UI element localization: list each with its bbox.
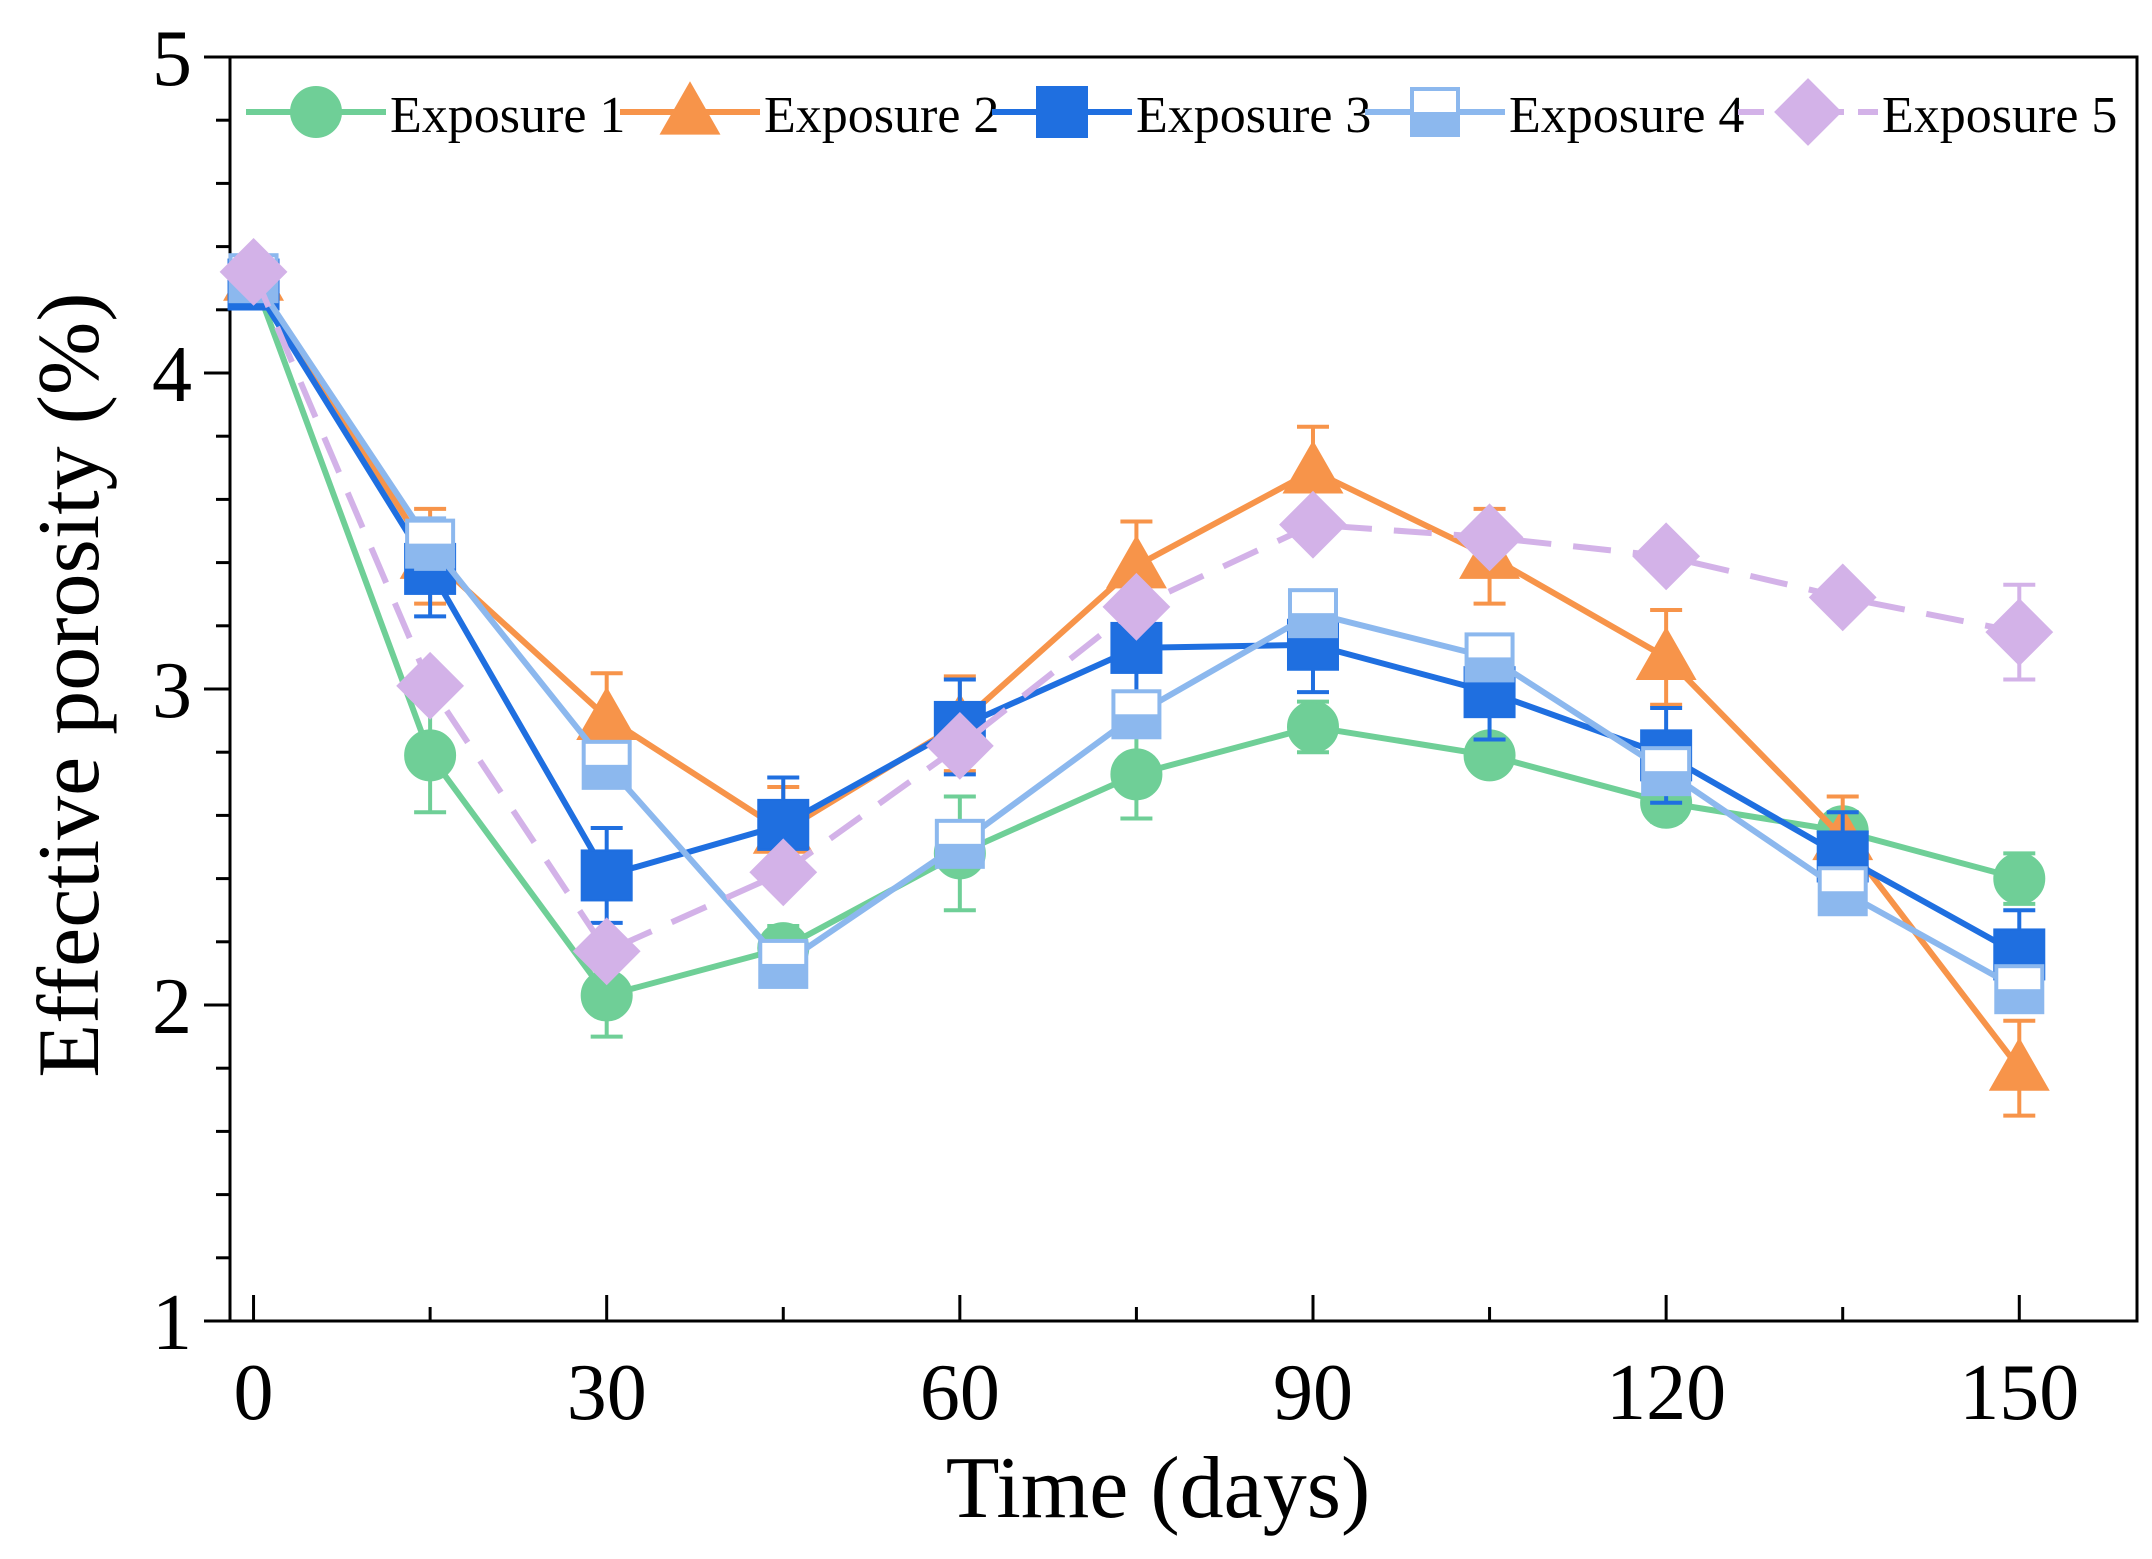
x-tick-label: 90 bbox=[1273, 1349, 1353, 1437]
data-point bbox=[1111, 689, 1162, 740]
marker-fill bbox=[1996, 989, 2043, 1013]
data-point bbox=[580, 849, 633, 902]
legend-item-2: Exposure 2 bbox=[620, 81, 999, 144]
legend-label: Exposure 1 bbox=[390, 87, 625, 144]
marker-fill bbox=[1819, 891, 1866, 915]
y-tick-label: 5 bbox=[152, 15, 192, 103]
data-point bbox=[1817, 866, 1868, 917]
x-tick-label: 60 bbox=[920, 1349, 1000, 1437]
legend-label: Exposure 3 bbox=[1136, 87, 1371, 144]
x-axis-title: Time (days) bbox=[946, 1440, 1371, 1537]
marker-fill bbox=[1289, 613, 1336, 637]
data-point bbox=[758, 938, 809, 989]
legend-item-5: Exposure 5 bbox=[1738, 78, 2117, 146]
legend-label: Exposure 5 bbox=[1882, 87, 2117, 144]
legend-label: Exposure 4 bbox=[1509, 87, 1744, 144]
data-point bbox=[576, 686, 638, 741]
axes: 0 30 60 90 120 150 1 2 3 4 5 bbox=[152, 15, 2079, 1437]
x-tick-label: 120 bbox=[1606, 1349, 1726, 1437]
marker-fill bbox=[407, 543, 454, 567]
marker-fill bbox=[1466, 657, 1513, 681]
data-point bbox=[572, 917, 641, 986]
y-axis-title: Effective porosity (%) bbox=[21, 292, 118, 1077]
marker-fill bbox=[583, 764, 630, 788]
data-point bbox=[1464, 632, 1515, 683]
marker-fill bbox=[1113, 714, 1160, 738]
data-point bbox=[1286, 700, 1339, 753]
x-tick-label: 150 bbox=[1959, 1349, 2079, 1437]
legend-marker bbox=[659, 81, 721, 135]
y-tick-label: 1 bbox=[152, 1279, 192, 1367]
legend-marker bbox=[290, 86, 342, 138]
legend-label: Exposure 2 bbox=[764, 87, 999, 144]
marker-fill bbox=[1412, 112, 1458, 135]
y-tick-label: 4 bbox=[152, 331, 192, 419]
data-point bbox=[1988, 1037, 2050, 1091]
legend-marker bbox=[1774, 78, 1842, 146]
data-point bbox=[925, 711, 994, 780]
marker-fill bbox=[936, 843, 983, 867]
y-tick-label: 3 bbox=[152, 647, 192, 735]
legend-item-1: Exposure 1 bbox=[246, 86, 625, 144]
data-point bbox=[404, 729, 457, 782]
data-point bbox=[934, 818, 985, 869]
legend-item-4: Exposure 4 bbox=[1365, 87, 1744, 144]
y-tick-label: 2 bbox=[152, 963, 192, 1051]
data-point bbox=[1282, 440, 1344, 494]
data-point bbox=[1635, 626, 1697, 680]
data-point bbox=[1110, 748, 1163, 801]
data-point bbox=[1632, 522, 1701, 591]
data-point bbox=[1287, 588, 1338, 639]
marker-fill bbox=[760, 963, 807, 987]
legend: Exposure 1 Exposure 2 Exposure 3 Exposure 4… bbox=[246, 78, 2117, 146]
series-layer bbox=[219, 237, 2054, 1118]
data-point bbox=[1985, 598, 2054, 667]
data-point bbox=[581, 739, 632, 790]
x-tick-label: 30 bbox=[567, 1349, 647, 1437]
legend-marker bbox=[1036, 86, 1088, 138]
series-4 bbox=[228, 253, 2045, 1015]
marker-fill bbox=[1643, 771, 1690, 795]
data-point bbox=[405, 518, 456, 569]
series-5 bbox=[219, 237, 2054, 986]
data-point bbox=[396, 651, 465, 720]
data-point bbox=[219, 237, 288, 306]
legend-marker bbox=[1410, 87, 1460, 137]
data-point bbox=[749, 838, 818, 907]
data-point bbox=[1279, 490, 1347, 559]
legend-item-3: Exposure 3 bbox=[992, 86, 1371, 144]
x-tick-label: 0 bbox=[234, 1349, 274, 1437]
data-point bbox=[1993, 852, 2046, 905]
data-point bbox=[1641, 746, 1692, 797]
data-point bbox=[1994, 964, 2045, 1015]
data-point bbox=[1808, 563, 1877, 632]
data-point bbox=[1102, 572, 1171, 641]
data-point bbox=[1455, 503, 1524, 572]
